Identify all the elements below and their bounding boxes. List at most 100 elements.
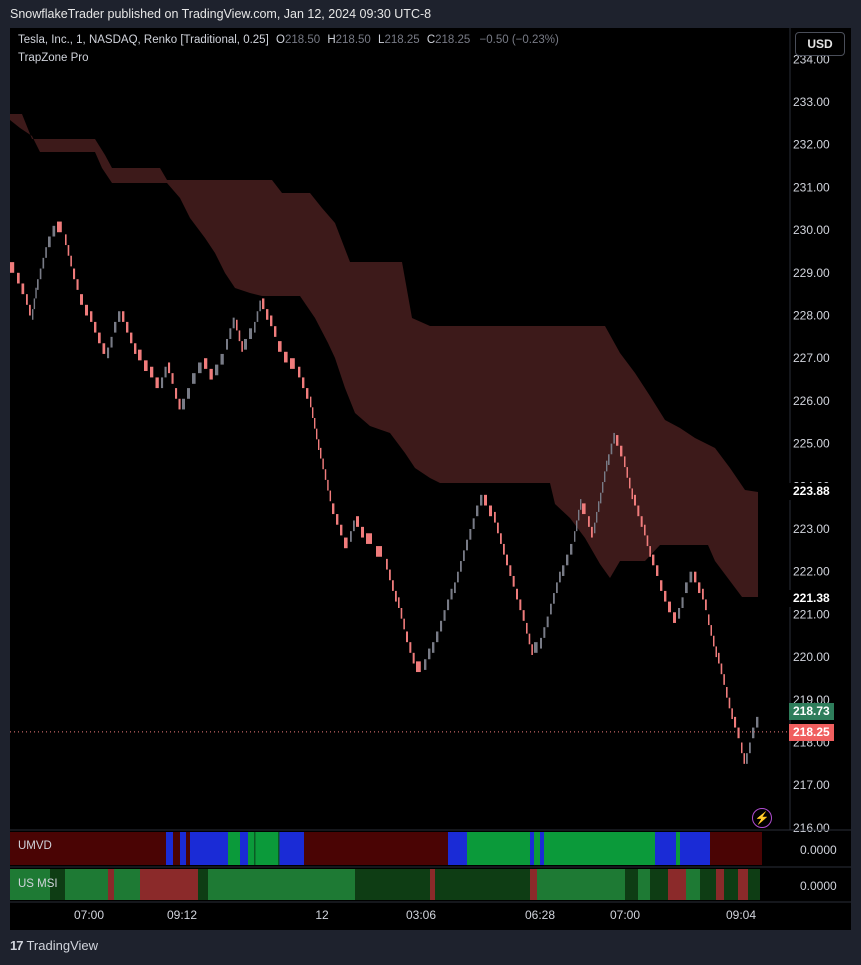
renko-brick: [327, 479, 329, 491]
renko-brick: [710, 625, 712, 636]
renko-brick: [306, 388, 309, 399]
renko-brick: [114, 321, 117, 333]
msi-segment: [355, 869, 430, 900]
price-label-zone-top: 223.88: [789, 483, 834, 501]
trapzone-cloud: [10, 114, 758, 597]
renko-brick: [266, 309, 269, 320]
renko-brick: [454, 582, 456, 594]
renko-brick: [400, 607, 403, 619]
renko-brick: [94, 321, 97, 333]
renko-brick: [37, 279, 39, 290]
renko-brick: [681, 597, 684, 608]
renko-brick: [70, 255, 72, 267]
msi-segment: [537, 869, 565, 900]
umvd-segment: [248, 832, 254, 865]
price-tick-label: 223.00: [793, 522, 830, 536]
renko-brick: [432, 642, 435, 653]
renko-brick: [232, 317, 235, 329]
price-tick-label: 225.00: [793, 437, 830, 451]
price-tick-label: 232.00: [793, 138, 830, 152]
time-tick-label: 03:06: [406, 908, 436, 922]
renko-brick: [631, 488, 633, 500]
renko-brick: [302, 377, 305, 389]
renko-brick: [376, 546, 382, 557]
open-value: 218.50: [284, 34, 321, 46]
renko-brick: [215, 364, 219, 376]
renko-brick: [274, 326, 277, 337]
price-tick-label: 231.00: [793, 180, 830, 194]
renko-brick: [480, 494, 483, 506]
renko-brick: [340, 524, 343, 536]
renko-brick: [694, 571, 697, 583]
time-tick-label: 09:04: [726, 908, 756, 922]
renko-brick: [386, 558, 388, 570]
msi-segment: [530, 869, 537, 900]
price-tick-label: 233.00: [793, 95, 830, 109]
renko-brick: [503, 543, 505, 555]
renko-brick: [73, 268, 76, 280]
renko-brick: [472, 518, 475, 529]
renko-brick: [318, 439, 320, 451]
renko-brick: [646, 535, 649, 547]
renko-brick: [519, 599, 522, 611]
renko-brick: [98, 332, 101, 344]
renko-brick: [566, 554, 569, 566]
renko-brick: [310, 396, 312, 408]
renko-brick: [447, 599, 450, 611]
renko-brick: [403, 618, 405, 630]
umvd-segment: [186, 832, 190, 865]
renko-brick: [741, 742, 743, 754]
msi-segment: [114, 869, 140, 900]
renko-brick: [52, 225, 56, 237]
renko-brick: [332, 503, 335, 515]
renko-brick: [610, 443, 613, 455]
renko-brick: [320, 447, 322, 459]
renko-brick: [80, 294, 83, 305]
msi-segment: [108, 869, 114, 900]
renko-brick: [350, 531, 352, 542]
msi-segment: [198, 869, 208, 900]
currency-button[interactable]: USD: [795, 32, 845, 56]
chart-canvas[interactable]: 234.00233.00232.00231.00230.00229.00228.…: [10, 28, 851, 930]
renko-brick: [126, 321, 129, 333]
renko-brick: [718, 652, 720, 664]
renko-brick: [118, 311, 121, 322]
renko-brick: [220, 353, 224, 365]
renko-brick: [314, 417, 316, 429]
renko-brick: [526, 622, 528, 634]
price-tick-label: 221.00: [793, 607, 830, 621]
renko-brick: [620, 445, 623, 457]
renko-brick: [749, 742, 751, 754]
renko-brick: [698, 582, 701, 594]
time-tick-label: 06:28: [525, 908, 555, 922]
renko-brick: [312, 407, 314, 418]
indicator-name[interactable]: TrapZone Pro: [18, 52, 89, 64]
renko-brick: [278, 341, 282, 352]
renko-brick: [192, 373, 196, 384]
msi-segment: [565, 869, 625, 900]
renko-brick: [254, 321, 256, 333]
umvd-segment: [467, 832, 530, 865]
chart-area[interactable]: 234.00 233.00 232.00 231.00 230.00 229.00 228.…: [10, 28, 851, 930]
msi-segment: [748, 869, 760, 900]
symbol-title[interactable]: Tesla, Inc., 1, NASDAQ, Renko [Tradition…: [18, 34, 269, 46]
msi-pane-title[interactable]: US MSI: [18, 878, 58, 890]
renko-brick: [752, 727, 755, 739]
renko-brick: [576, 520, 578, 532]
lightning-icon[interactable]: ⚡: [752, 808, 772, 828]
msi-segment: [435, 869, 530, 900]
renko-brick: [270, 315, 273, 327]
umvd-pane-title[interactable]: UMVD: [18, 840, 52, 852]
renko-brick: [150, 366, 154, 378]
renko-brick: [624, 456, 626, 468]
renko-brick: [392, 580, 394, 591]
umvd-segment: [448, 832, 467, 865]
renko-brick: [336, 514, 339, 525]
renko-brick: [726, 686, 728, 698]
renko-brick: [344, 537, 348, 549]
renko-brick: [76, 279, 79, 290]
renko-brick: [443, 610, 446, 621]
renko-brick: [553, 593, 555, 604]
renko-brick: [540, 637, 542, 649]
renko-brick: [168, 362, 171, 374]
